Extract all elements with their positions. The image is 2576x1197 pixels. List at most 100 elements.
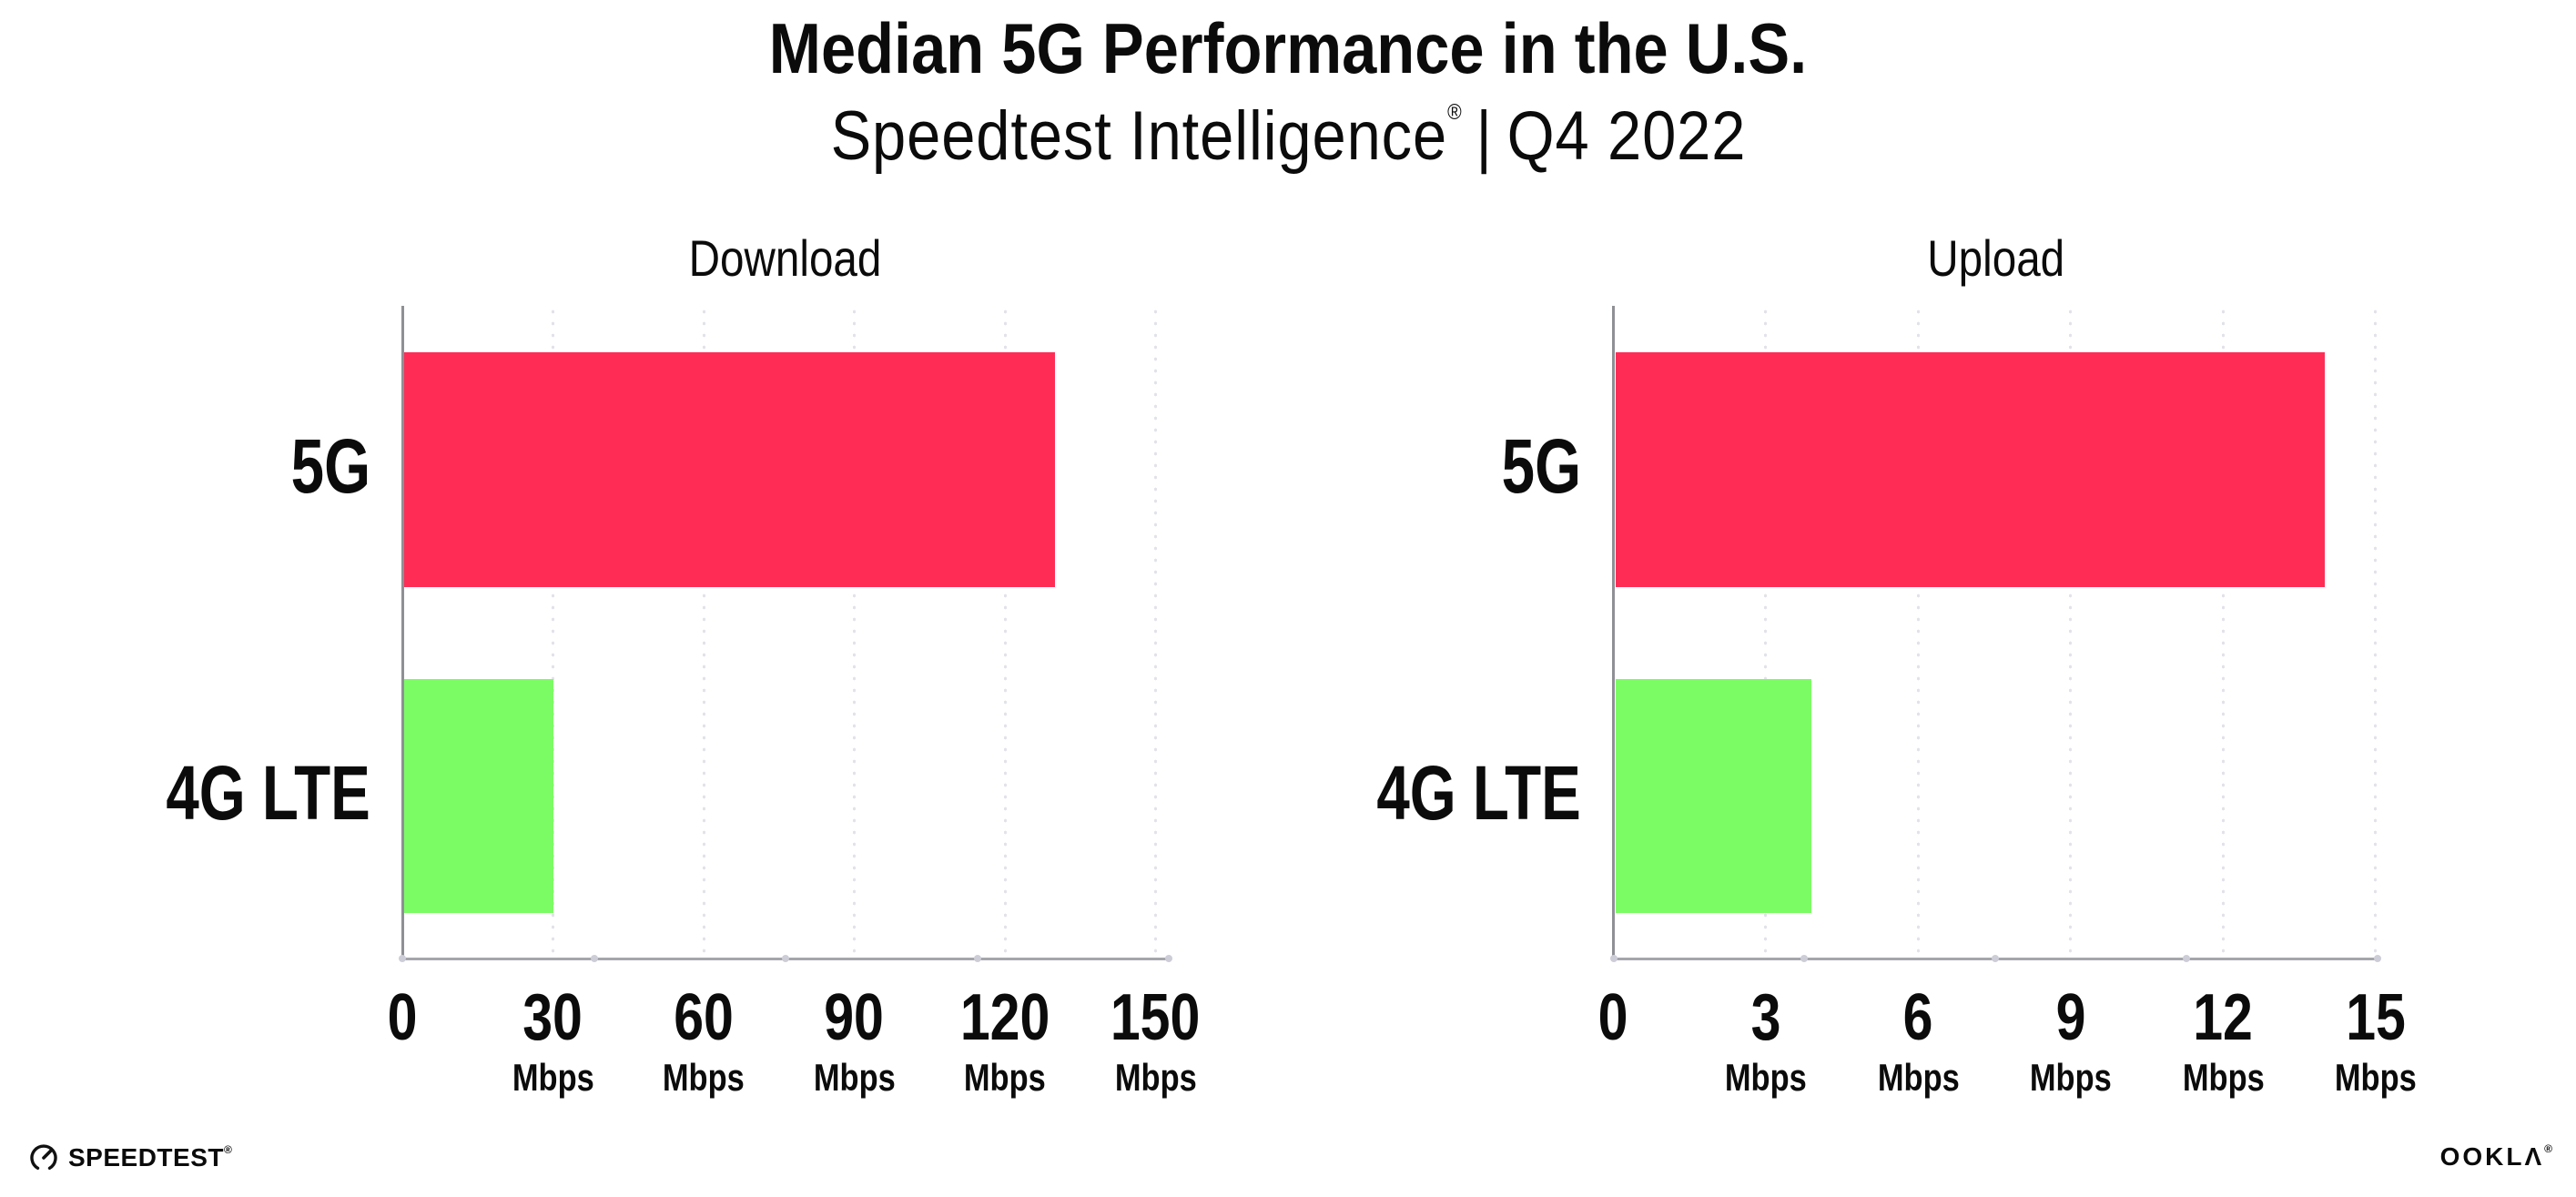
subtitle-period: Q4 2022 <box>1506 97 1746 175</box>
registered-mark: ® <box>1446 100 1462 125</box>
x-tick-value: 150 <box>1076 985 1236 1050</box>
x-tick-value-text: 12 <box>2193 981 2254 1054</box>
x-tick-unit: Mbps <box>925 1059 1085 1097</box>
x-tick-value: 6 <box>1838 985 1998 1050</box>
x-tick-unit: Mbps <box>775 1059 935 1097</box>
x-tick-value-text: 120 <box>959 981 1050 1054</box>
x-tick-download-90: 90 Mbps <box>775 985 935 1097</box>
speedtest-wordmark: SPEEDTEST® <box>68 1142 232 1172</box>
bar-download-5g <box>404 352 1056 587</box>
panel-title-text-upload: Upload <box>1926 229 2064 287</box>
x-tick-upload-3: 3 Mbps <box>1686 985 1846 1097</box>
category-label-text: 5G <box>1501 423 1581 509</box>
gridline-upload-9 <box>2069 306 2073 959</box>
x-tick-upload-12: 12 Mbps <box>2143 985 2303 1097</box>
x-tick-value-text: 15 <box>2346 981 2406 1054</box>
ookla-registered-mark: ® <box>2544 1142 2552 1155</box>
x-tick-unit: Mbps <box>473 1059 634 1097</box>
category-label-upload-4g-lte: 4G LTE <box>1319 755 1581 831</box>
x-tick-value: 90 <box>775 985 935 1050</box>
x-tick-unit: Mbps <box>624 1059 784 1097</box>
axis-tick-dot-download <box>590 955 598 962</box>
x-tick-value-text: 6 <box>1903 981 1933 1054</box>
ookla-wordmark: OOKLΛ <box>2439 1142 2545 1171</box>
gridline-download-60 <box>702 306 705 959</box>
axis-tick-dot-download <box>973 955 981 962</box>
axis-tick-dot-download <box>399 955 406 962</box>
x-tick-value: 0 <box>322 985 482 1050</box>
x-tick-value: 0 <box>1534 985 1694 1050</box>
x-tick-value-text: 60 <box>674 981 734 1054</box>
x-tick-unit-text: Mbps <box>813 1056 896 1099</box>
x-tick-value-text: 3 <box>1750 981 1781 1054</box>
x-tick-value-text: 150 <box>1111 981 1201 1054</box>
x-tick-value: 30 <box>473 985 634 1050</box>
page-title-text: Median 5G Performance in the U.S. <box>768 8 1808 88</box>
gridline-download-30 <box>552 306 554 959</box>
x-tick-unit: Mbps <box>1076 1059 1236 1097</box>
x-tick-upload-6: 6 Mbps <box>1838 985 1998 1097</box>
subtitle-brand: Speedtest Intelligence <box>830 97 1447 175</box>
gridline-download-90 <box>853 306 856 959</box>
x-tick-value-text: 0 <box>387 981 418 1054</box>
x-tick-upload-0: 0 <box>1534 985 1694 1050</box>
x-tick-download-60: 60 Mbps <box>624 985 784 1097</box>
x-tick-value-text: 0 <box>1598 981 1628 1054</box>
axis-tick-dot-upload <box>2374 955 2381 962</box>
x-tick-value: 15 <box>2296 985 2456 1050</box>
page-subtitle: Speedtest Intelligence® | Q4 2022 <box>0 102 2576 171</box>
x-tick-value-text: 9 <box>2055 981 2086 1054</box>
x-tick-unit: Mbps <box>1991 1059 2151 1097</box>
x-tick-unit-text: Mbps <box>663 1056 745 1099</box>
x-tick-unit: Mbps <box>1838 1059 1998 1097</box>
subtitle-separator: | <box>1476 97 1493 175</box>
axis-tick-dot-download <box>1165 955 1172 962</box>
x-tick-value: 60 <box>624 985 784 1050</box>
bar-download-4g-lte <box>404 679 553 913</box>
panel-title-download: Download <box>402 233 1169 284</box>
bar-upload-5g <box>1615 352 2326 587</box>
gridline-upload-6 <box>1916 306 1920 959</box>
gridline-download-120 <box>1003 306 1007 959</box>
gridline-upload-3 <box>1764 306 1768 959</box>
panel-title-upload: Upload <box>1614 233 2378 284</box>
speedtest-gauge-icon <box>30 1144 57 1170</box>
gridline-download-150 <box>1154 306 1157 959</box>
x-tick-unit: Mbps <box>2143 1059 2303 1097</box>
axis-tick-dot-download <box>782 955 789 962</box>
x-tick-unit-text: Mbps <box>964 1056 1046 1099</box>
x-tick-upload-15: 15 Mbps <box>2296 985 2456 1097</box>
category-label-text: 4G LTE <box>166 749 370 836</box>
x-tick-unit-text: Mbps <box>2182 1056 2265 1099</box>
x-tick-download-30: 30 Mbps <box>473 985 634 1097</box>
x-tick-unit-text: Mbps <box>512 1056 594 1099</box>
bar-upload-4g-lte <box>1615 679 1812 913</box>
x-tick-download-150: 150 Mbps <box>1076 985 1236 1097</box>
x-tick-upload-9: 9 Mbps <box>1991 985 2151 1097</box>
y-axis-download <box>401 306 404 961</box>
gridline-upload-15 <box>2374 306 2378 959</box>
x-tick-unit-text: Mbps <box>2335 1056 2417 1099</box>
gridline-upload-12 <box>2221 306 2225 959</box>
x-tick-value: 9 <box>1991 985 2151 1050</box>
speedtest-registered-mark: ® <box>223 1142 232 1156</box>
x-tick-download-120: 120 Mbps <box>925 985 1085 1097</box>
x-tick-unit-text: Mbps <box>1114 1056 1197 1099</box>
x-tick-download-0: 0 <box>322 985 482 1050</box>
page-title: Median 5G Performance in the U.S. <box>0 13 2576 84</box>
x-tick-unit: Mbps <box>1686 1059 1846 1097</box>
x-tick-value-text: 30 <box>522 981 583 1054</box>
y-axis-upload <box>1612 306 1615 961</box>
x-tick-value: 120 <box>925 985 1085 1050</box>
category-label-text: 4G LTE <box>1376 749 1581 836</box>
x-tick-unit: Mbps <box>2296 1059 2456 1097</box>
panel-title-text-download: Download <box>689 229 882 287</box>
category-label-download-4g-lte: 4G LTE <box>108 755 370 831</box>
category-label-upload-5g: 5G <box>1479 428 1581 504</box>
x-tick-unit-text: Mbps <box>2030 1056 2112 1099</box>
axis-tick-dot-upload <box>1609 955 1618 962</box>
axis-tick-dot-upload <box>1992 955 2000 962</box>
ookla-logo: OOKLΛ® <box>2440 1143 2552 1170</box>
x-tick-value-text: 90 <box>824 981 885 1054</box>
